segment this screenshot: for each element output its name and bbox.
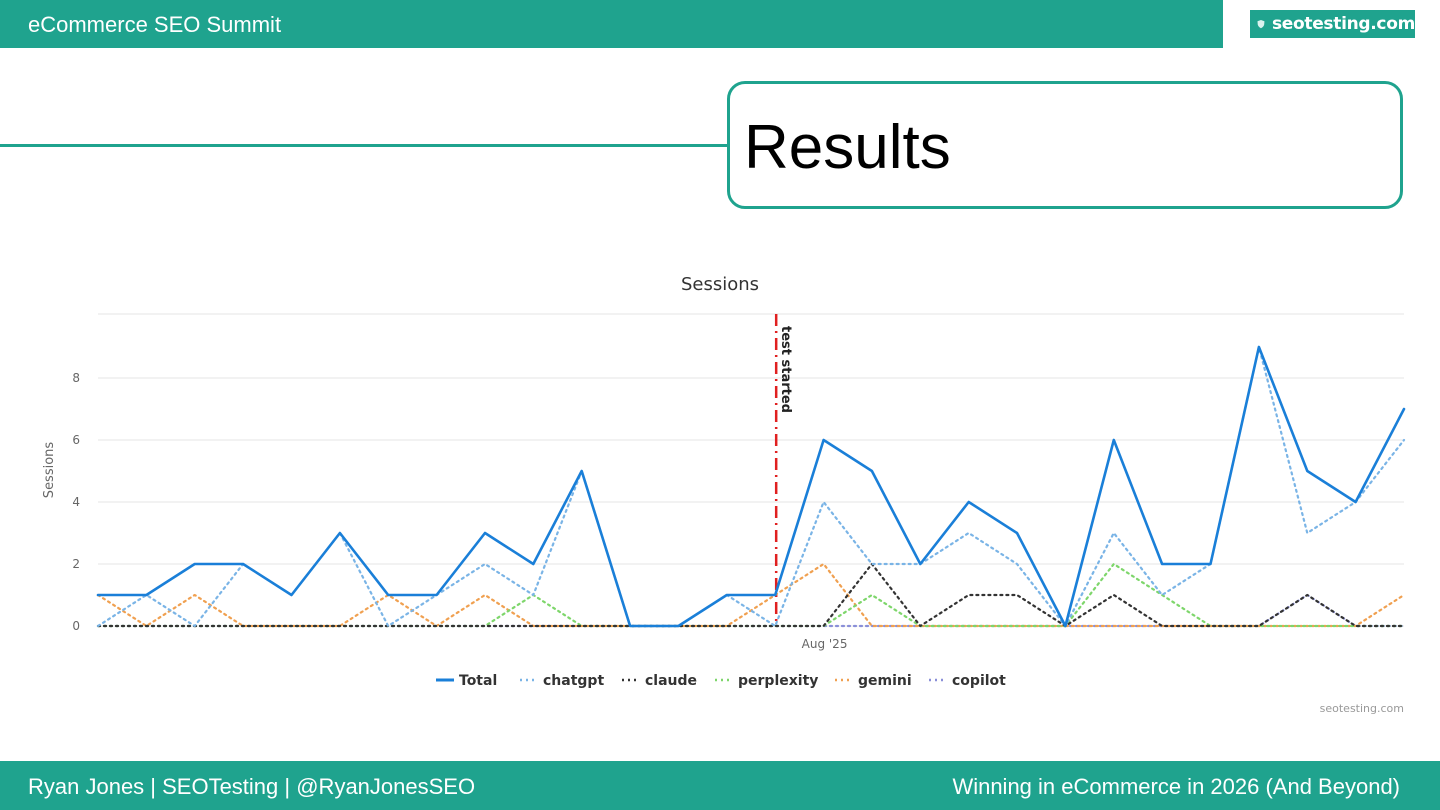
talk-title: Winning in eCommerce in 2026 (And Beyond… [952,774,1400,799]
y-tick-label: 6 [72,433,80,447]
shield-icon [1257,20,1265,29]
legend-label-copilot: copilot [952,673,1006,689]
top-bar: eCommerce SEO Summit [0,0,1223,48]
speaker-credit: Ryan Jones | SEOTesting | @RyanJonesSEO [28,774,476,799]
legend-label-Total: Total [459,673,497,689]
chart-credit: seotesting.com [1320,702,1404,715]
x-tick-label: Aug '25 [802,637,848,651]
legend-label-claude: claude [645,673,697,689]
bottom-bar: Ryan Jones | SEOTesting | @RyanJonesSEO … [0,761,1440,810]
legend-label-perplexity: perplexity [738,673,818,689]
title-box: Results [727,81,1403,209]
series-line-Total [96,345,1406,628]
title-rule [0,144,732,147]
sessions-chart: Sessions 0 2 4 6 8 Sessions Aug '25 test started… [42,274,1406,715]
slide-title: Results [744,113,951,182]
event-title: eCommerce SEO Summit [28,12,282,37]
y-axis-label: Sessions [42,442,57,499]
logo-text: seotesting.com [1271,14,1415,34]
legend-label-chatgpt: chatgpt [543,673,604,689]
y-tick-label: 0 [72,619,80,633]
y-tick-label: 4 [72,495,80,509]
series-line-claude [96,562,1406,628]
y-tick-label: 2 [72,557,80,571]
series-line-chatgpt [96,345,1406,628]
seotesting-logo: seotesting.com [1250,10,1415,38]
legend-label-gemini: gemini [858,673,912,689]
chart-title: Sessions [681,274,759,295]
test-started-label: test started [778,326,793,413]
y-tick-label: 8 [72,371,80,385]
